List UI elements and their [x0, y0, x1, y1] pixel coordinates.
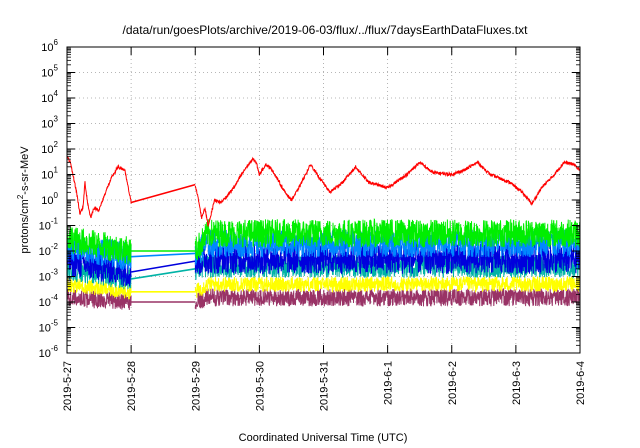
series-trace	[66, 277, 132, 300]
y-tick-label: 103	[41, 115, 58, 131]
series-layer	[66, 155, 581, 311]
series-trace	[66, 224, 132, 265]
y-tick-label: 102	[41, 140, 58, 156]
series-trace	[194, 218, 581, 261]
y-tick-labels: 10-6 10-5 10-4 10-3 10-2 10-1 100 101 102 103 104 1…	[39, 38, 59, 360]
series-gap-line	[130, 183, 196, 204]
y-tick-label: 10-4	[39, 293, 59, 309]
x-axis-label: Coordinated Universal Time (UTC)	[239, 432, 408, 444]
x-tick-label: 2019-5-30	[254, 361, 266, 411]
y-tick-label: 10-6	[39, 344, 59, 360]
y-tick-label: 10-5	[39, 319, 59, 335]
y-axis-label-main: protons/cm	[19, 199, 31, 253]
y-tick-label: 105	[41, 64, 58, 80]
axis-ticks	[66, 46, 581, 354]
y-axis-label-sup: 2	[16, 194, 25, 199]
y-tick-label: 104	[41, 89, 58, 105]
x-tick-label: 2019-5-31	[319, 361, 331, 411]
series-6	[66, 287, 581, 311]
y-axis-label: protons/cm2-s-sr-MeV	[16, 146, 31, 254]
y-tick-label: 10-1	[39, 217, 59, 233]
y-axis-label-tail: -s-sr-MeV	[19, 146, 31, 195]
x-tick-label: 2019-5-29	[190, 361, 202, 411]
x-tick-labels: 2019-5-27 2019-5-28 2019-5-29 2019-5-30 2019…	[62, 361, 587, 411]
y-tick-label: 10-3	[39, 268, 59, 284]
x-tick-label: 2019-6-3	[511, 361, 523, 405]
y-tick-label: 101	[41, 166, 58, 182]
series-trace	[66, 289, 132, 311]
series-trace	[194, 241, 581, 275]
series-gap-line	[130, 260, 196, 273]
series-trace	[66, 155, 132, 219]
series-0	[66, 155, 581, 227]
x-tick-label: 2019-6-1	[383, 361, 395, 405]
x-tick-label: 2019-6-4	[575, 361, 587, 405]
y-tick-label: 100	[41, 191, 58, 207]
x-tick-label: 2019-5-28	[126, 361, 138, 411]
series-trace	[194, 287, 581, 310]
y-tick-label: 106	[41, 38, 58, 54]
chart-title: /data/run/goesPlots/archive/2019-06-03/f…	[123, 23, 529, 37]
series-trace	[194, 156, 581, 227]
grid-lines	[67, 47, 580, 353]
series-gap-line	[130, 268, 196, 280]
x-tick-label: 2019-6-2	[447, 361, 459, 405]
y-tick-label: 10-2	[39, 242, 59, 258]
series-trace	[66, 233, 132, 271]
series-1	[66, 218, 581, 265]
x-tick-label: 2019-5-27	[62, 361, 74, 411]
series-gap-line	[131, 252, 196, 258]
